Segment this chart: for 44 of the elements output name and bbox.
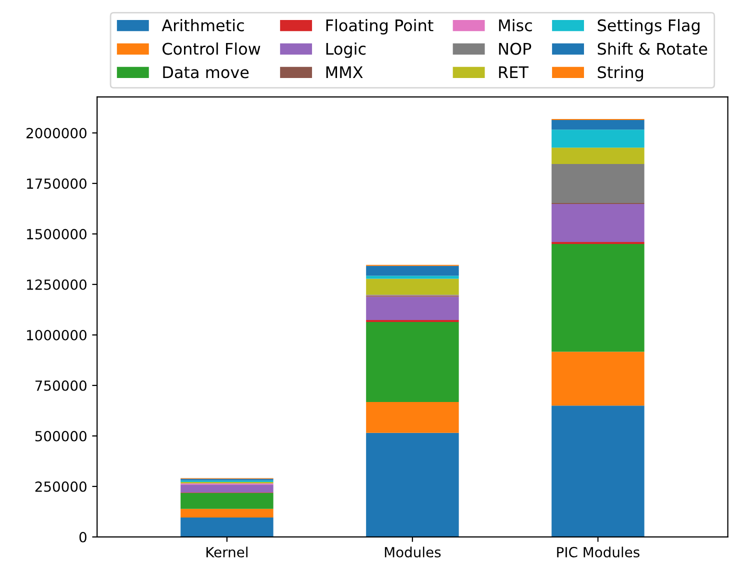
y-tick-label: 750000 [35,380,86,391]
legend-label: Logic [326,42,366,58]
bar [552,120,644,130]
x-tick-label: Kernel [206,546,248,558]
bar [552,244,644,352]
legend-label: MMX [326,66,363,78]
bar [180,508,274,518]
legend-label: Arithmetic [162,19,244,32]
bar [180,484,274,493]
bar [366,266,459,276]
bar [552,164,644,204]
y-tick-label: 2000000 [26,128,86,138]
legend-label: Data move [163,66,249,78]
bar [552,148,644,164]
bar [366,320,459,322]
bar [366,402,459,433]
y-tick-label: 500000 [35,430,86,442]
legend-label: Shift & Rotate [598,42,708,55]
legend-label: NOP [499,42,532,55]
bar [366,322,459,402]
legend-label: RET [499,66,529,78]
bar [180,492,274,509]
bar [366,432,459,537]
y-tick-label: 0 [79,532,86,542]
legend-label: Floating Point [326,19,434,34]
bar [552,204,644,242]
y-tick-label: 1000000 [27,330,86,340]
legend-label: Misc [499,19,532,32]
legend-label: Control Flow [162,42,260,55]
bar [366,278,459,295]
legend-label: Settings Flag [598,19,700,34]
bar [552,406,644,537]
x-tick-label: PIC Modules [557,546,640,558]
y-tick-label: 1750000 [27,178,86,189]
y-tick-label: 250000 [35,481,86,492]
bar [366,276,459,279]
bar [552,352,644,406]
bar [366,296,459,320]
bar [180,518,274,537]
y-tick-label: 1500000 [27,228,86,240]
x-tick-label: Modules [384,546,441,558]
y-tick-label: 1250000 [27,279,86,290]
legend-label: String [598,66,643,82]
bar [552,130,644,148]
